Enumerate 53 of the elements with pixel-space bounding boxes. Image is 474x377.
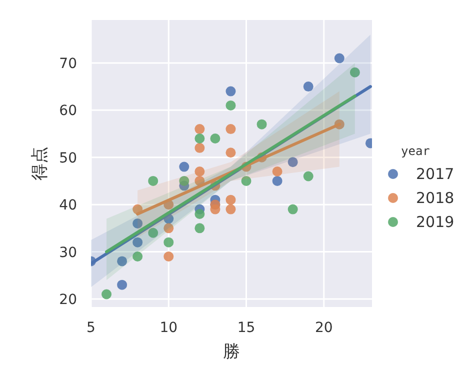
point: [194, 133, 205, 144]
point: [194, 166, 205, 177]
point: [194, 124, 205, 134]
point: [102, 289, 112, 300]
point: [132, 251, 143, 262]
x-axis-title: 勝: [223, 342, 240, 362]
point: [226, 100, 236, 110]
point: [303, 171, 314, 182]
point: [117, 256, 128, 266]
y-tick-label: 60: [59, 103, 77, 120]
legend-title: year: [401, 144, 430, 158]
point: [226, 204, 236, 214]
point: [148, 176, 158, 186]
point: [194, 209, 205, 220]
point: [334, 53, 344, 64]
point: [179, 176, 190, 186]
point: [303, 82, 314, 92]
y-tick-label: 50: [59, 150, 77, 166]
point: [164, 251, 174, 262]
y-axis-title: 得点: [30, 146, 50, 180]
point: [226, 124, 236, 134]
point: [288, 157, 298, 168]
point: [179, 162, 190, 172]
x-tick-label: 10: [160, 320, 178, 336]
point: [164, 223, 174, 234]
point: [241, 176, 252, 186]
x-tick-label: 20: [314, 320, 333, 336]
point: [210, 133, 220, 144]
y-tick-label: 20: [59, 292, 77, 308]
point: [164, 237, 174, 248]
point: [226, 148, 236, 158]
x-tick-label: 15: [237, 320, 256, 336]
point: [256, 119, 267, 130]
point: [272, 176, 282, 186]
legend-label: 2018: [416, 189, 454, 207]
y-tick-label: 40: [59, 198, 77, 214]
point: [132, 237, 143, 248]
point: [350, 67, 360, 78]
point: [194, 142, 205, 153]
point: [117, 280, 128, 290]
point: [194, 223, 205, 234]
point: [226, 86, 236, 96]
y-tick-label: 70: [59, 56, 77, 72]
point: [288, 204, 298, 214]
point: [272, 166, 282, 177]
point: [132, 218, 143, 228]
x-tick-label: 5: [86, 320, 96, 336]
legend-label: 2019: [416, 213, 454, 231]
y-tick-label: 30: [59, 244, 77, 261]
point: [226, 194, 236, 205]
legend-label: 2017: [416, 165, 454, 183]
point: [210, 204, 220, 214]
point: [148, 228, 158, 238]
